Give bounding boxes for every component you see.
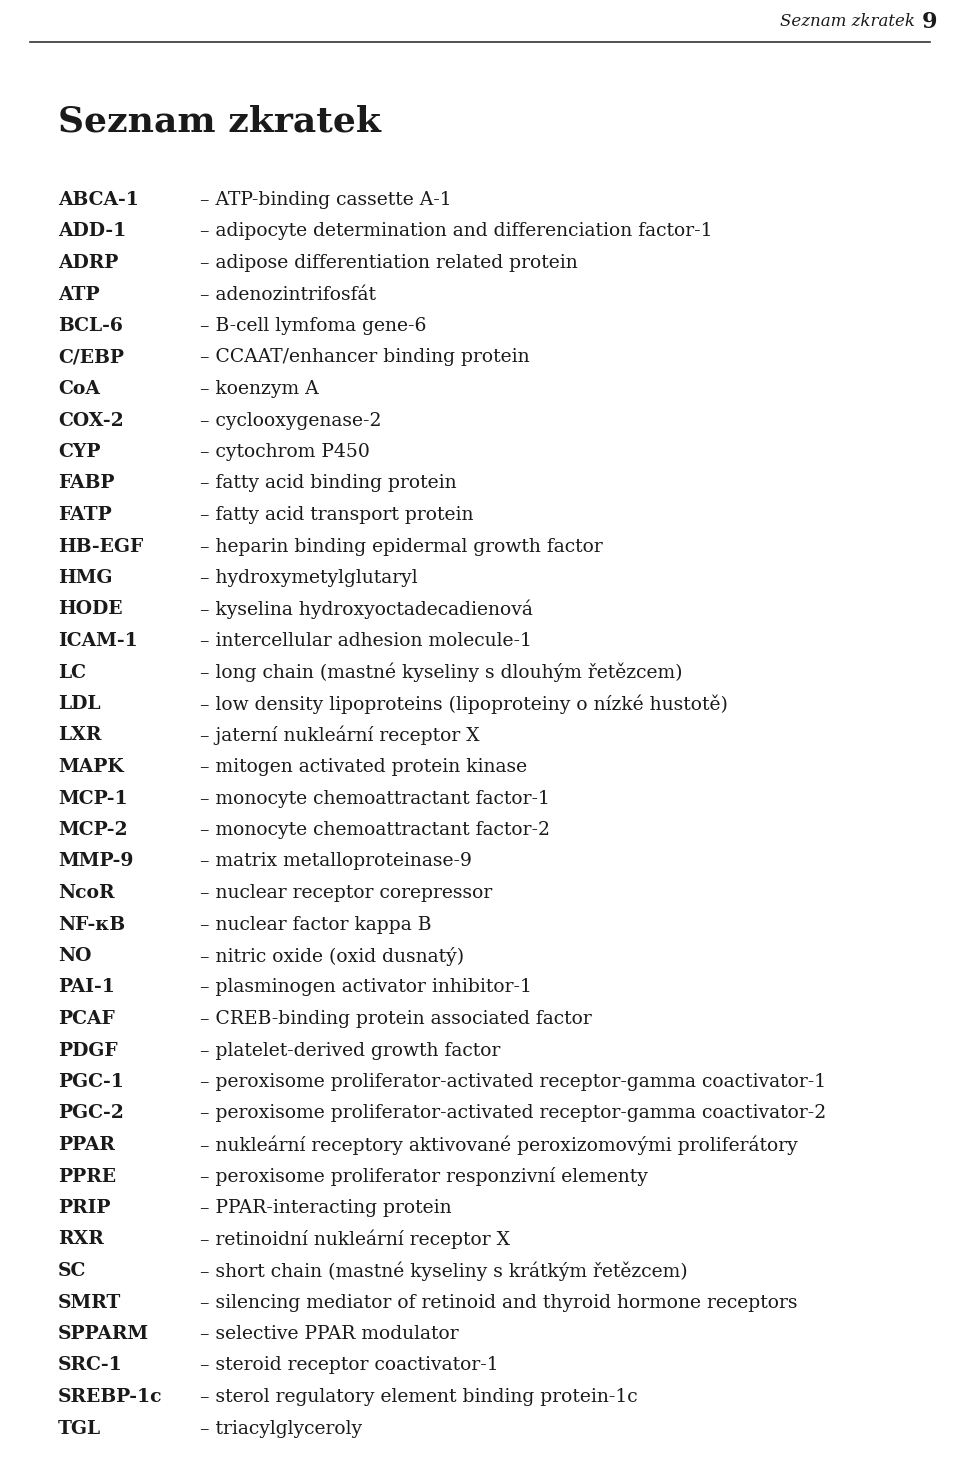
Text: – mitogen activated protein kinase: – mitogen activated protein kinase bbox=[200, 758, 527, 777]
Text: – B-cell lymfoma gene-6: – B-cell lymfoma gene-6 bbox=[200, 318, 426, 335]
Text: – silencing mediator of retinoid and thyroid hormone receptors: – silencing mediator of retinoid and thy… bbox=[200, 1294, 798, 1311]
Text: FABP: FABP bbox=[58, 475, 114, 492]
Text: – hydroxymetylglutaryl: – hydroxymetylglutaryl bbox=[200, 570, 418, 587]
Text: HB-EGF: HB-EGF bbox=[58, 538, 143, 555]
Text: – peroxisome proliferator responzivní elementy: – peroxisome proliferator responzivní el… bbox=[200, 1167, 648, 1186]
Text: – fatty acid transport protein: – fatty acid transport protein bbox=[200, 506, 473, 525]
Text: – cyclooxygenase-2: – cyclooxygenase-2 bbox=[200, 411, 381, 430]
Text: HMG: HMG bbox=[58, 570, 112, 587]
Text: PPAR: PPAR bbox=[58, 1136, 115, 1154]
Text: LDL: LDL bbox=[58, 695, 101, 712]
Text: – short chain (mastné kyseliny s krátkým řetězcem): – short chain (mastné kyseliny s krátkým… bbox=[200, 1262, 687, 1281]
Text: Seznam zkratek: Seznam zkratek bbox=[780, 13, 915, 31]
Text: – nuclear receptor corepressor: – nuclear receptor corepressor bbox=[200, 884, 492, 902]
Text: – jaterní nukleární receptor X: – jaterní nukleární receptor X bbox=[200, 726, 480, 745]
Text: PGC-2: PGC-2 bbox=[58, 1104, 124, 1122]
Text: PGC-1: PGC-1 bbox=[58, 1072, 124, 1091]
Text: – retinoidní nukleární receptor X: – retinoidní nukleární receptor X bbox=[200, 1230, 510, 1249]
Text: – selective PPAR modulator: – selective PPAR modulator bbox=[200, 1324, 459, 1343]
Text: – low density lipoproteins (lipoproteiny o nízké hustotě): – low density lipoproteins (lipoproteiny… bbox=[200, 694, 728, 714]
Text: MCP-1: MCP-1 bbox=[58, 790, 128, 807]
Text: – monocyte chemoattractant factor-2: – monocyte chemoattractant factor-2 bbox=[200, 820, 550, 839]
Text: – sterol regulatory element binding protein-1c: – sterol regulatory element binding prot… bbox=[200, 1389, 637, 1406]
Text: – matrix metalloproteinase-9: – matrix metalloproteinase-9 bbox=[200, 852, 472, 870]
Text: – steroid receptor coactivator-1: – steroid receptor coactivator-1 bbox=[200, 1356, 498, 1374]
Text: SPPARM: SPPARM bbox=[58, 1324, 149, 1343]
Text: – adipose differentiation related protein: – adipose differentiation related protei… bbox=[200, 254, 578, 272]
Text: – nukleární receptory aktivované peroxizomovými proliferátory: – nukleární receptory aktivované peroxiz… bbox=[200, 1135, 798, 1155]
Text: PPRE: PPRE bbox=[58, 1167, 116, 1186]
Text: – monocyte chemoattractant factor-1: – monocyte chemoattractant factor-1 bbox=[200, 790, 550, 807]
Text: TGL: TGL bbox=[58, 1419, 101, 1438]
Text: – plasminogen activator inhibitor-1: – plasminogen activator inhibitor-1 bbox=[200, 979, 532, 997]
Text: C/EBP: C/EBP bbox=[58, 348, 124, 367]
Text: – CREB-binding protein associated factor: – CREB-binding protein associated factor bbox=[200, 1010, 591, 1029]
Text: – kyselina hydroxyoctadecadienová: – kyselina hydroxyoctadecadienová bbox=[200, 600, 533, 619]
Text: – peroxisome proliferator-activated receptor-gamma coactivator-1: – peroxisome proliferator-activated rece… bbox=[200, 1072, 827, 1091]
Text: – nitric oxide (oxid dusnatý): – nitric oxide (oxid dusnatý) bbox=[200, 947, 464, 966]
Text: – cytochrom P450: – cytochrom P450 bbox=[200, 443, 370, 460]
Text: HODE: HODE bbox=[58, 600, 123, 619]
Text: – platelet-derived growth factor: – platelet-derived growth factor bbox=[200, 1042, 500, 1059]
Text: RXR: RXR bbox=[58, 1231, 104, 1249]
Text: NF-κB: NF-κB bbox=[58, 915, 125, 934]
Text: BCL-6: BCL-6 bbox=[58, 318, 123, 335]
Text: ICAM-1: ICAM-1 bbox=[58, 632, 137, 650]
Text: – intercellular adhesion molecule-1: – intercellular adhesion molecule-1 bbox=[200, 632, 532, 650]
Text: – triacylglyceroly: – triacylglyceroly bbox=[200, 1419, 362, 1438]
Text: ABCA-1: ABCA-1 bbox=[58, 191, 139, 208]
Text: – koenzym A: – koenzym A bbox=[200, 380, 319, 398]
Text: – heparin binding epidermal growth factor: – heparin binding epidermal growth facto… bbox=[200, 538, 603, 555]
Text: CoA: CoA bbox=[58, 380, 100, 398]
Text: ADRP: ADRP bbox=[58, 254, 118, 272]
Text: MCP-2: MCP-2 bbox=[58, 820, 128, 839]
Text: PCAF: PCAF bbox=[58, 1010, 115, 1029]
Text: CYP: CYP bbox=[58, 443, 101, 460]
Text: PDGF: PDGF bbox=[58, 1042, 118, 1059]
Text: – ATP-binding cassette A-1: – ATP-binding cassette A-1 bbox=[200, 191, 451, 208]
Text: PRIP: PRIP bbox=[58, 1199, 110, 1217]
Text: – nuclear factor kappa B: – nuclear factor kappa B bbox=[200, 915, 431, 934]
Text: NcoR: NcoR bbox=[58, 884, 114, 902]
Text: – PPAR-interacting protein: – PPAR-interacting protein bbox=[200, 1199, 451, 1217]
Text: SC: SC bbox=[58, 1262, 86, 1281]
Text: ADD-1: ADD-1 bbox=[58, 223, 127, 240]
Text: – CCAAT/enhancer binding protein: – CCAAT/enhancer binding protein bbox=[200, 348, 530, 367]
Text: NO: NO bbox=[58, 947, 91, 965]
Text: – peroxisome proliferator-activated receptor-gamma coactivator-2: – peroxisome proliferator-activated rece… bbox=[200, 1104, 827, 1122]
Text: SREBP-1c: SREBP-1c bbox=[58, 1389, 162, 1406]
Text: Seznam zkratek: Seznam zkratek bbox=[58, 105, 381, 138]
Text: SMRT: SMRT bbox=[58, 1294, 121, 1311]
Text: COX-2: COX-2 bbox=[58, 411, 124, 430]
Text: SRC-1: SRC-1 bbox=[58, 1356, 123, 1374]
Text: – adipocyte determination and differenciation factor-1: – adipocyte determination and differenci… bbox=[200, 223, 712, 240]
Text: ATP: ATP bbox=[58, 286, 100, 303]
Text: MMP-9: MMP-9 bbox=[58, 852, 133, 870]
Text: – fatty acid binding protein: – fatty acid binding protein bbox=[200, 475, 457, 492]
Text: – long chain (mastné kyseliny s dlouhým řetězcem): – long chain (mastné kyseliny s dlouhým … bbox=[200, 663, 683, 682]
Text: MAPK: MAPK bbox=[58, 758, 124, 777]
Text: PAI-1: PAI-1 bbox=[58, 979, 115, 997]
Text: LC: LC bbox=[58, 663, 86, 682]
Text: FATP: FATP bbox=[58, 506, 111, 525]
Text: – adenozintrifosfát: – adenozintrifosfát bbox=[200, 286, 376, 303]
Text: 9: 9 bbox=[922, 12, 938, 34]
Text: LXR: LXR bbox=[58, 727, 102, 745]
